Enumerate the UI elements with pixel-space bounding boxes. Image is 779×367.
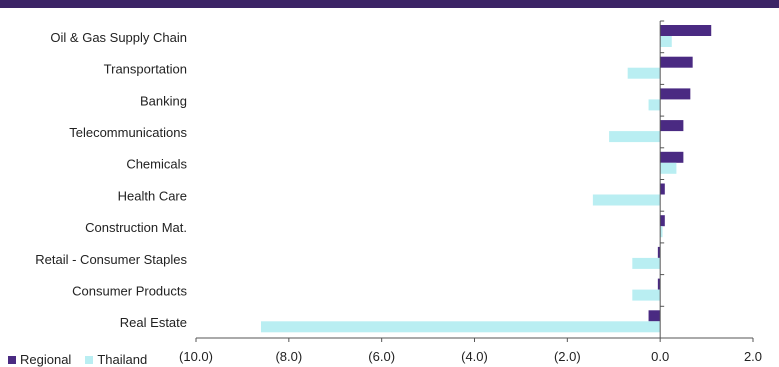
category-label: Consumer Products xyxy=(72,283,187,298)
bar-thailand xyxy=(632,257,661,269)
category-label: Oil & Gas Supply Chain xyxy=(50,30,187,45)
category-label: Health Care xyxy=(118,188,187,203)
bar-thailand xyxy=(648,99,661,111)
bar-regional xyxy=(657,278,661,290)
bar-regional xyxy=(660,120,684,132)
category-label: Transportation xyxy=(104,62,187,77)
category-label: Retail - Consumer Staples xyxy=(35,252,187,267)
bar-regional xyxy=(660,88,691,100)
x-tick-label: (10.0) xyxy=(179,349,213,364)
bar-thailand xyxy=(592,194,661,206)
legend-label-regional: Regional xyxy=(20,352,72,367)
category-label: Chemicals xyxy=(126,157,187,172)
bar-thailand xyxy=(660,226,663,238)
bar-regional xyxy=(660,215,665,227)
bar-regional xyxy=(660,56,693,68)
legend-swatch-thailand xyxy=(85,355,94,364)
bar-regional xyxy=(648,310,661,322)
legend-swatch-regional xyxy=(8,355,16,364)
legend-label-thailand: Thailand xyxy=(97,352,148,367)
bar-thailand xyxy=(609,131,661,143)
category-label: Construction Mat. xyxy=(85,220,187,235)
bar-regional xyxy=(660,183,665,195)
bar-thailand xyxy=(627,67,661,79)
legend: Regional Thailand xyxy=(8,352,147,367)
bar-regional xyxy=(660,25,712,36)
bar-thailand xyxy=(660,36,672,47)
legend-item-thailand: Thailand xyxy=(85,352,147,367)
bar-thailand xyxy=(632,289,661,301)
x-tick-label: (4.0) xyxy=(461,349,488,364)
category-label: Telecommunications xyxy=(69,125,187,140)
bar-thailand xyxy=(660,162,677,174)
x-tick-label: 2.0 xyxy=(744,349,762,364)
bar-thailand xyxy=(260,321,661,333)
bar-regional xyxy=(657,246,661,258)
legend-item-regional: Regional xyxy=(8,352,71,367)
x-tick-label: (6.0) xyxy=(368,349,395,364)
x-tick-label: (8.0) xyxy=(275,349,302,364)
bar-regional xyxy=(660,151,684,163)
x-tick-label: (2.0) xyxy=(554,349,581,364)
header-rule xyxy=(0,0,779,8)
category-label: Banking xyxy=(140,93,187,108)
x-tick-label: 0.0 xyxy=(651,349,669,364)
category-label: Real Estate xyxy=(120,315,187,330)
